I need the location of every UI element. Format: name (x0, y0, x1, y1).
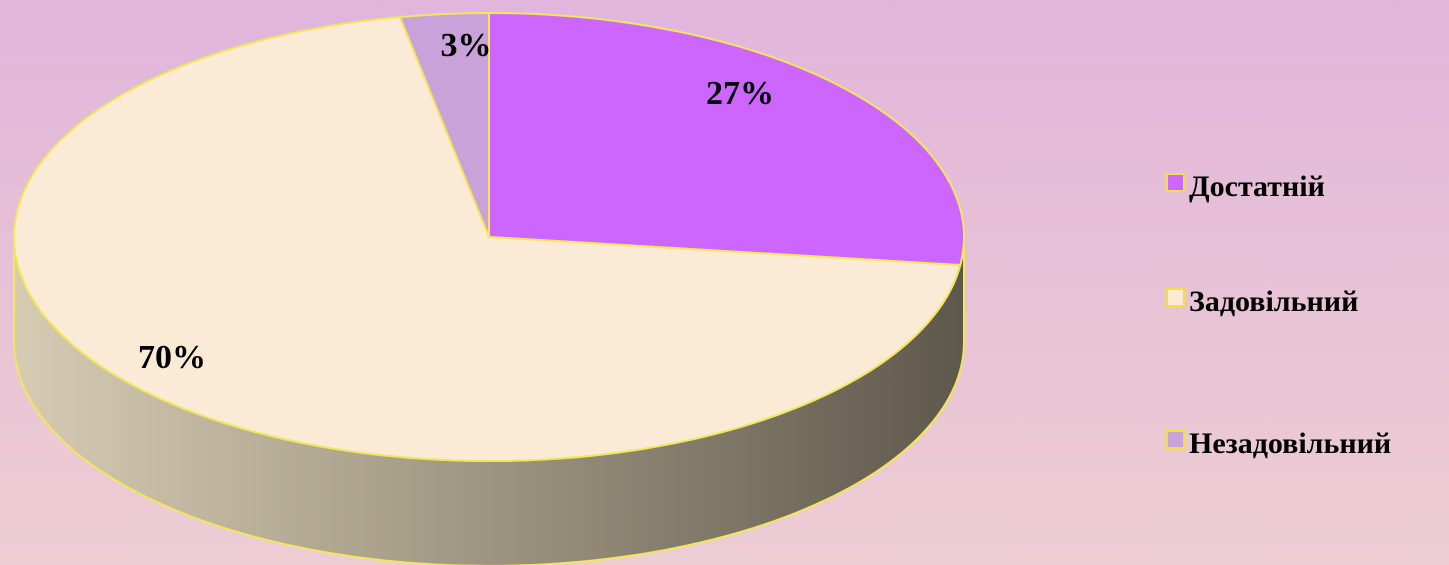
pie-label-nezadovilnyi: 3% (441, 27, 492, 64)
pie-top-face (13, 11, 965, 463)
pie-data-labels: 27% 70% 3% (138, 27, 774, 376)
legend-label-dostatniy: Достатній (1189, 170, 1325, 203)
pie-label-zadovilnyi: 70% (138, 339, 206, 376)
legend-item-zadovilnyi: Задовільний (1166, 285, 1358, 318)
legend-label-zadovilnyi: Задовільний (1189, 285, 1358, 318)
legend: Достатній Задовільний Незадовільний (1166, 170, 1391, 460)
pie-slice-nezadovilnyi (398, 11, 490, 238)
legend-item-dostatniy: Достатній (1166, 170, 1325, 203)
legend-item-nezadovilnyi: Незадовільний (1166, 427, 1391, 460)
pie-slice-zadovilnyi (13, 15, 962, 463)
legend-swatch-dostatniy (1166, 173, 1185, 192)
legend-swatch-zadovilnyi (1166, 288, 1185, 307)
pie-label-dostatniy: 27% (706, 75, 774, 112)
legend-label-nezadovilnyi: Незадовільний (1189, 427, 1391, 460)
legend-swatch-nezadovilnyi (1166, 430, 1185, 449)
pie-slice-dostatniy (488, 11, 965, 267)
